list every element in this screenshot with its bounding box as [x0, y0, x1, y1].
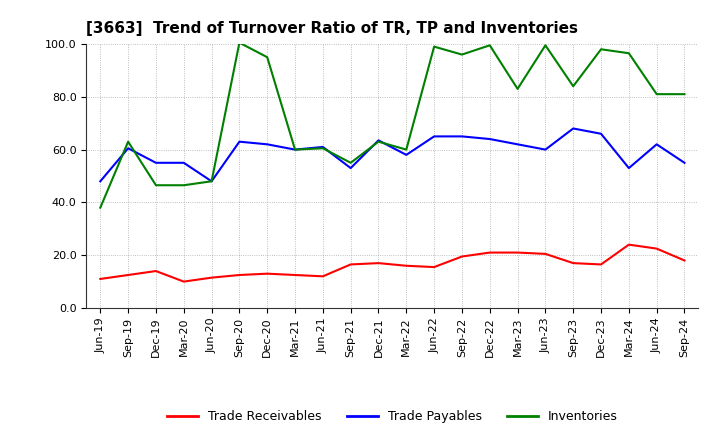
Line: Trade Payables: Trade Payables — [100, 128, 685, 181]
Trade Receivables — [124, 272, 132, 278]
Trade Payables — [402, 152, 410, 158]
Inventories — [458, 52, 467, 57]
Inventories — [597, 47, 606, 52]
Inventories — [152, 183, 161, 188]
Trade Receivables — [374, 260, 383, 266]
Trade Payables — [152, 160, 161, 165]
Line: Trade Receivables: Trade Receivables — [100, 245, 685, 282]
Text: [3663]  Trend of Turnover Ratio of TR, TP and Inventories: [3663] Trend of Turnover Ratio of TR, TP… — [86, 21, 578, 36]
Trade Payables — [235, 139, 243, 144]
Inventories — [291, 147, 300, 152]
Inventories — [263, 55, 271, 60]
Trade Payables — [430, 134, 438, 139]
Trade Payables — [485, 136, 494, 142]
Inventories — [207, 179, 216, 184]
Trade Payables — [513, 142, 522, 147]
Inventories — [402, 147, 410, 152]
Trade Payables — [541, 147, 550, 152]
Trade Payables — [263, 142, 271, 147]
Trade Receivables — [235, 272, 243, 278]
Trade Receivables — [624, 242, 633, 247]
Trade Receivables — [458, 254, 467, 259]
Trade Payables — [124, 146, 132, 151]
Trade Receivables — [346, 262, 355, 267]
Trade Receivables — [652, 246, 661, 251]
Inventories — [346, 160, 355, 165]
Trade Payables — [597, 131, 606, 136]
Inventories — [569, 84, 577, 89]
Inventories — [96, 205, 104, 210]
Trade Receivables — [541, 251, 550, 257]
Trade Receivables — [430, 264, 438, 270]
Trade Receivables — [597, 262, 606, 267]
Trade Receivables — [179, 279, 188, 284]
Inventories — [430, 44, 438, 49]
Trade Payables — [96, 179, 104, 184]
Inventories — [485, 43, 494, 48]
Trade Receivables — [96, 276, 104, 282]
Trade Payables — [624, 165, 633, 171]
Inventories — [318, 146, 327, 151]
Trade Payables — [374, 138, 383, 143]
Trade Receivables — [485, 250, 494, 255]
Inventories — [179, 183, 188, 188]
Trade Payables — [652, 142, 661, 147]
Trade Payables — [291, 147, 300, 152]
Trade Payables — [207, 179, 216, 184]
Trade Payables — [318, 144, 327, 150]
Trade Receivables — [402, 263, 410, 268]
Inventories — [624, 51, 633, 56]
Trade Receivables — [513, 250, 522, 255]
Legend: Trade Receivables, Trade Payables, Inventories: Trade Receivables, Trade Payables, Inven… — [162, 406, 623, 429]
Trade Receivables — [318, 274, 327, 279]
Inventories — [374, 139, 383, 144]
Inventories — [541, 43, 550, 48]
Trade Payables — [680, 160, 689, 165]
Trade Receivables — [680, 258, 689, 263]
Trade Payables — [458, 134, 467, 139]
Trade Receivables — [569, 260, 577, 266]
Trade Payables — [179, 160, 188, 165]
Inventories — [235, 40, 243, 45]
Trade Receivables — [152, 268, 161, 274]
Inventories — [652, 92, 661, 97]
Inventories — [124, 139, 132, 144]
Trade Receivables — [263, 271, 271, 276]
Inventories — [680, 92, 689, 97]
Line: Inventories: Inventories — [100, 43, 685, 208]
Trade Receivables — [207, 275, 216, 280]
Trade Payables — [346, 165, 355, 171]
Inventories — [513, 86, 522, 92]
Trade Payables — [569, 126, 577, 131]
Trade Receivables — [291, 272, 300, 278]
